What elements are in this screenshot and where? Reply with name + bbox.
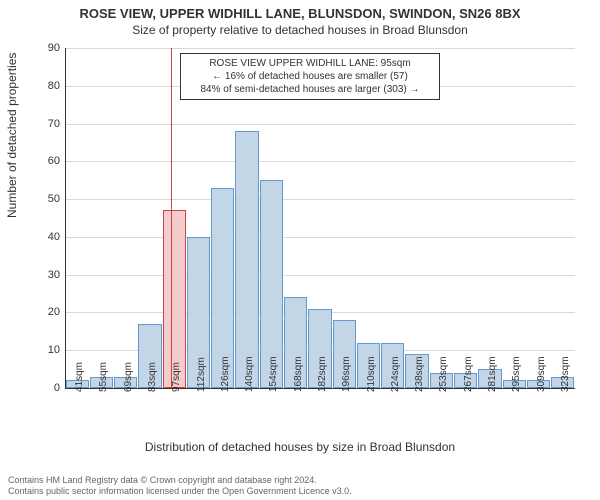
ytick-label: 80: [30, 80, 60, 92]
footer-attribution: Contains HM Land Registry data © Crown c…: [8, 475, 352, 497]
plot-area: ROSE VIEW UPPER WIDHILL LANE: 95sqm ← 16…: [65, 48, 575, 388]
ytick-label: 10: [30, 344, 60, 356]
footer-line1: Contains HM Land Registry data © Crown c…: [8, 475, 352, 486]
ytick-label: 90: [30, 42, 60, 54]
annotation-line3: 84% of semi-detached houses are larger (…: [187, 83, 433, 96]
title-main: ROSE VIEW, UPPER WIDHILL LANE, BLUNSDON,…: [0, 0, 600, 21]
ytick-label: 20: [30, 306, 60, 318]
bar: [235, 131, 258, 388]
ytick-label: 40: [30, 231, 60, 243]
annotation-box: ROSE VIEW UPPER WIDHILL LANE: 95sqm ← 16…: [180, 53, 440, 100]
ytick-label: 70: [30, 118, 60, 130]
title-sub: Size of property relative to detached ho…: [0, 21, 600, 37]
highlight-marker-line: [171, 48, 172, 388]
ytick-label: 50: [30, 193, 60, 205]
x-axis-label: Distribution of detached houses by size …: [0, 440, 600, 454]
chart-container: ROSE VIEW, UPPER WIDHILL LANE, BLUNSDON,…: [0, 0, 600, 500]
ytick-label: 30: [30, 269, 60, 281]
annotation-line1: ROSE VIEW UPPER WIDHILL LANE: 95sqm: [187, 57, 433, 70]
y-axis-label: Number of detached properties: [5, 53, 19, 218]
annotation-line2: ← 16% of detached houses are smaller (57…: [187, 70, 433, 83]
ytick-label: 0: [30, 382, 60, 394]
footer-line2: Contains public sector information licen…: [8, 486, 352, 497]
ytick-label: 60: [30, 155, 60, 167]
